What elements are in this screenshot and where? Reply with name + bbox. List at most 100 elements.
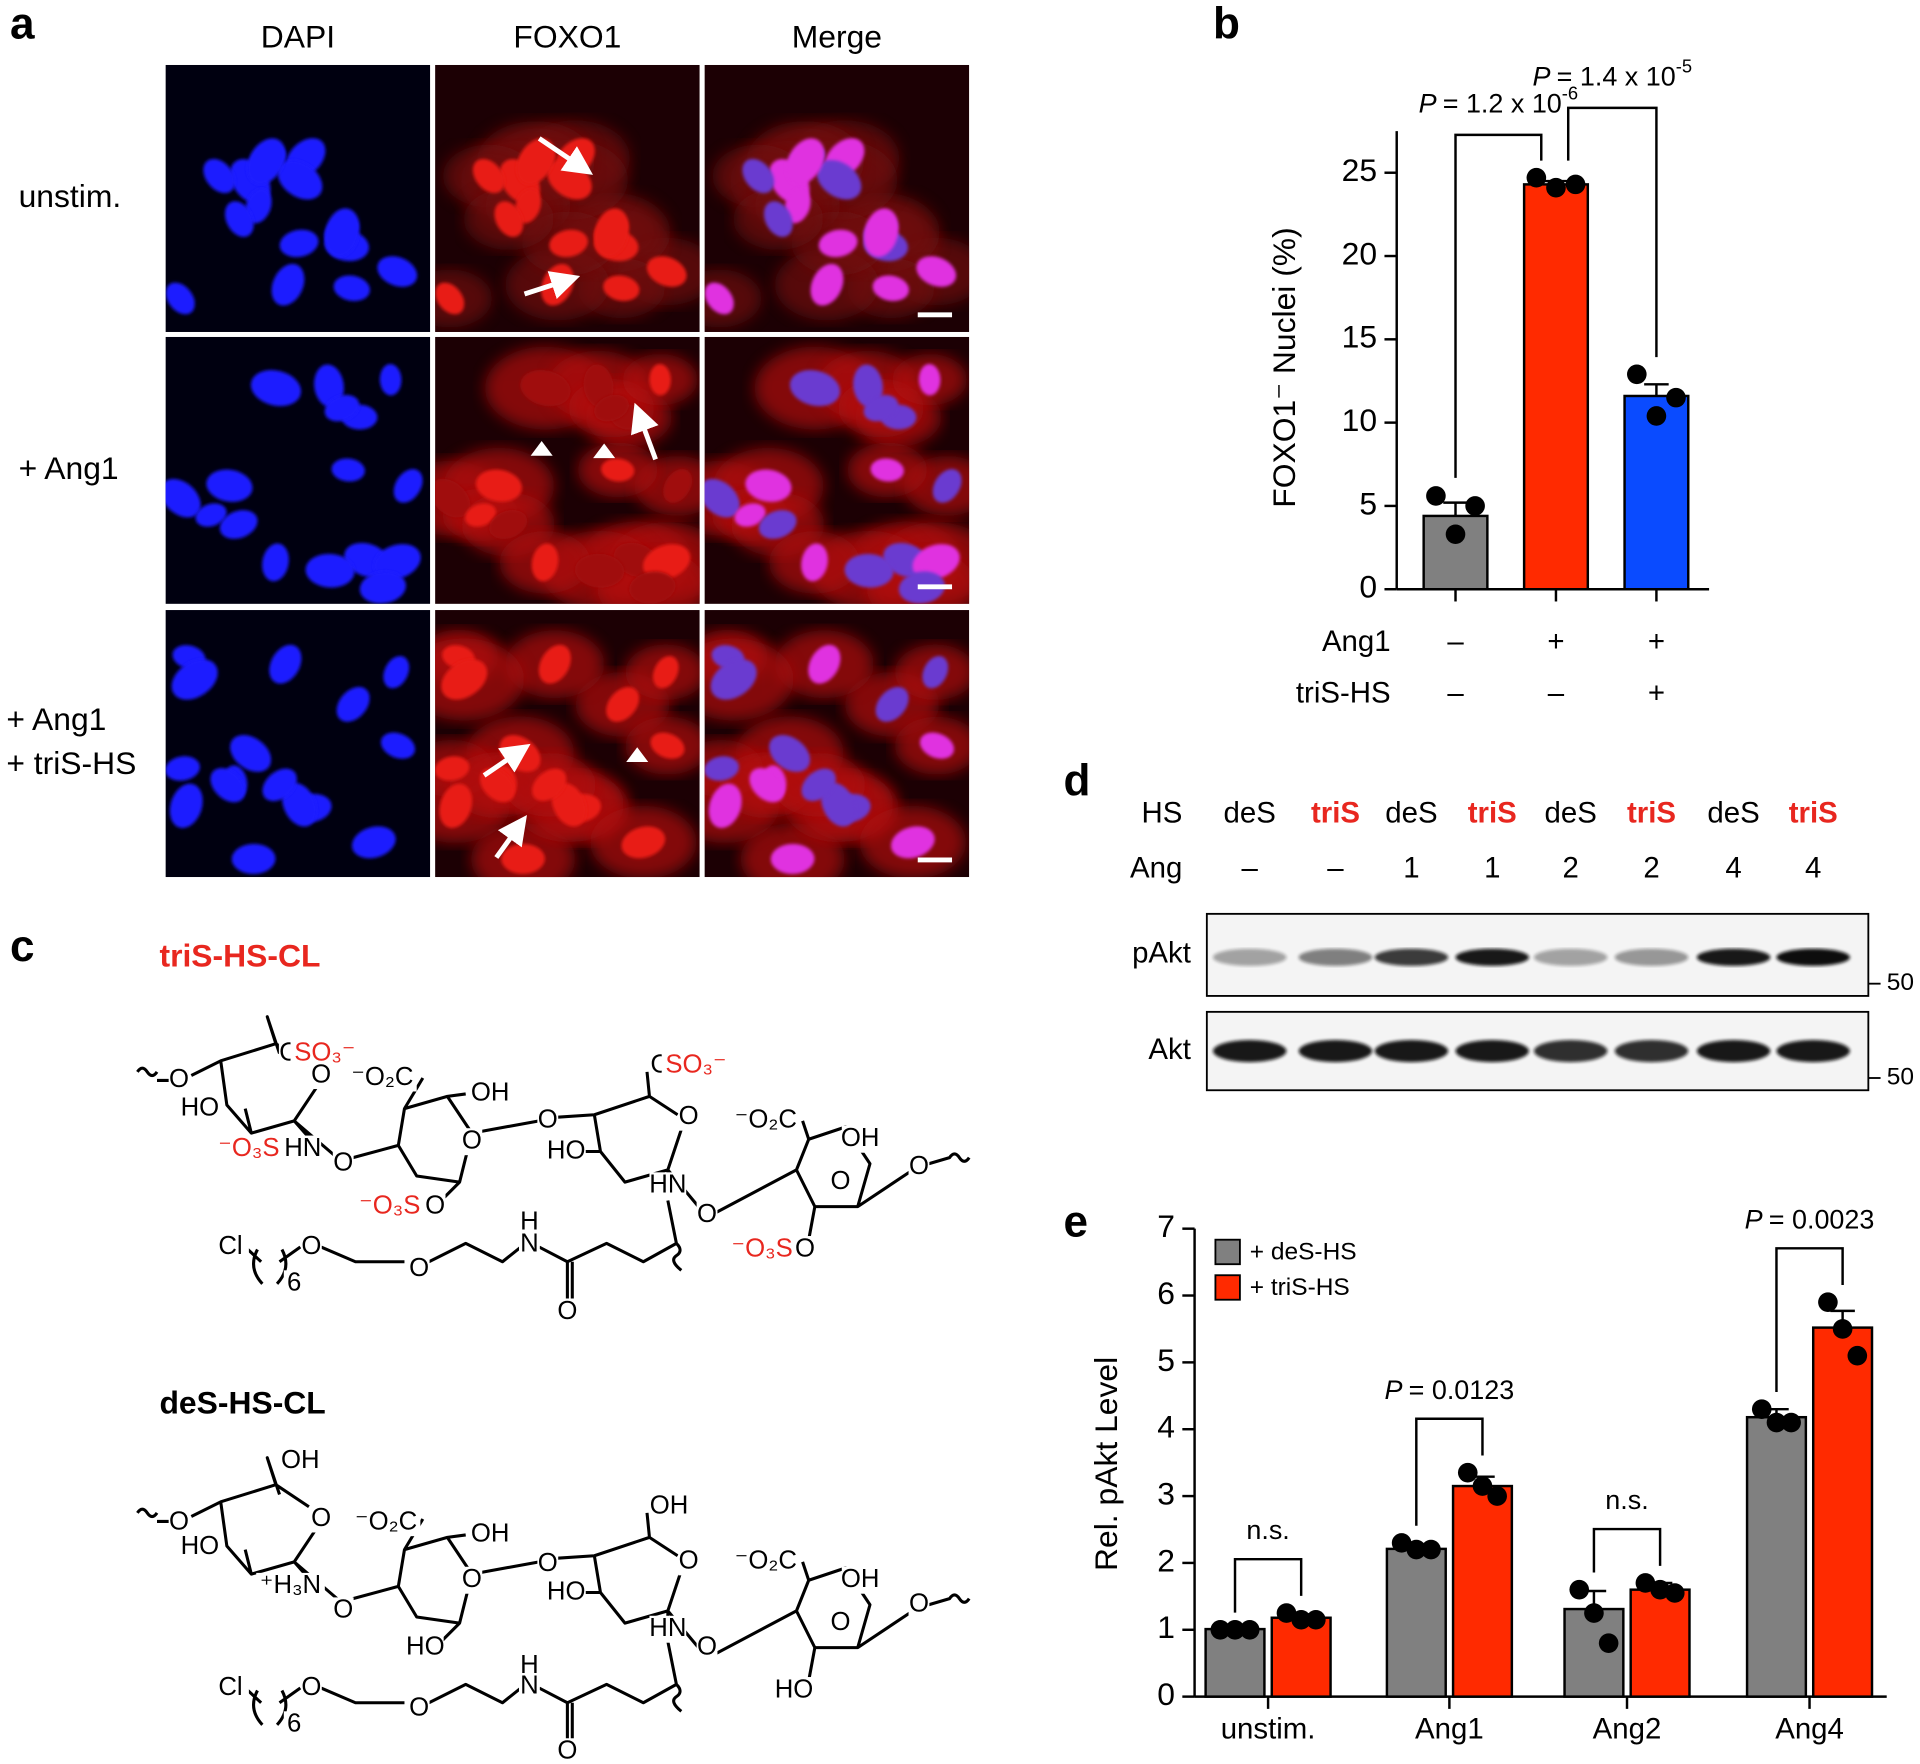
significance-bracket <box>1566 106 1658 358</box>
lane-label: 4 <box>1805 852 1821 885</box>
nucleus <box>808 644 841 684</box>
structure-name: deS-HS-CL <box>159 1384 325 1420</box>
structure-name: triS-HS-CL <box>159 937 320 973</box>
nucleus <box>475 469 522 502</box>
p-text: = 0.0023 <box>1769 1204 1875 1234</box>
lane-label: deS <box>1385 796 1437 829</box>
nucleus <box>853 364 883 408</box>
condition-value: – <box>1548 676 1565 709</box>
atom-label: O <box>697 1632 717 1660</box>
lane-label: 2 <box>1643 852 1659 885</box>
nucleus <box>932 469 962 503</box>
nucleus <box>784 188 811 224</box>
nucleus <box>169 783 203 829</box>
atom-label: OH <box>841 1565 880 1593</box>
significance-bracket <box>1454 133 1543 478</box>
bar <box>1270 1616 1332 1698</box>
structure-skeleton <box>136 1015 971 1299</box>
nucleus <box>663 469 693 503</box>
nucleus <box>704 478 740 518</box>
nucleus <box>165 282 195 315</box>
data-point <box>1832 1319 1853 1339</box>
data-point <box>1666 387 1686 408</box>
x-tick-label: Ang1 <box>1415 1713 1484 1746</box>
label-bg <box>556 1738 578 1764</box>
label-bg <box>649 1172 687 1200</box>
panel-label: d <box>1064 757 1091 806</box>
label-bg <box>519 1673 540 1701</box>
label-bg <box>408 1695 430 1723</box>
atom-label: HO <box>181 1093 220 1121</box>
data-point <box>1650 1579 1670 1600</box>
y-axis-label: Rel. pAkt Level <box>1088 1357 1124 1571</box>
label-bg <box>168 1509 190 1537</box>
nucleus <box>520 370 571 407</box>
nucleus <box>872 275 910 302</box>
arrow <box>482 743 531 778</box>
nucleus <box>195 503 227 527</box>
label-bg <box>794 1236 816 1263</box>
blot-row-label: Ang <box>1130 852 1182 885</box>
panel-label: c <box>10 922 35 971</box>
condition-name: Ang1 <box>1322 625 1391 658</box>
bar <box>1811 1326 1874 1698</box>
atom-label: ⁻O₃S <box>732 1234 793 1262</box>
data-point <box>1239 1619 1260 1640</box>
label-bg <box>181 1095 219 1123</box>
band <box>1533 1040 1608 1063</box>
nucleus <box>314 364 344 408</box>
label-bg <box>300 1674 322 1702</box>
atom-label: OH <box>841 1124 880 1152</box>
label-bg <box>841 1125 879 1153</box>
nucleus <box>890 826 935 859</box>
data-point <box>1646 406 1667 426</box>
atom-label: O <box>462 1565 482 1593</box>
nucleus <box>642 544 691 580</box>
y-tick-label: 20 <box>1342 235 1377 271</box>
data-point <box>1569 1579 1590 1600</box>
nucleus <box>224 201 254 237</box>
atom-label: HO <box>181 1532 220 1560</box>
data-point <box>1751 1399 1772 1419</box>
nucleus <box>789 370 841 407</box>
atom-label: O <box>333 1149 353 1177</box>
atom-label: ⁻O₂C <box>351 1063 413 1091</box>
atom-label: HO <box>406 1632 445 1660</box>
label-bg <box>519 1231 540 1259</box>
nucleus <box>383 656 410 689</box>
p-value: P = 0.0023 <box>1745 1204 1875 1234</box>
data-point <box>1426 486 1446 506</box>
label-bg <box>678 1103 700 1131</box>
nucleus <box>912 544 960 580</box>
label-bg <box>696 1201 718 1229</box>
band <box>1298 1040 1373 1063</box>
lane-label: triS <box>1311 796 1360 829</box>
atom-label: HN <box>284 1134 321 1162</box>
nucleus <box>359 571 406 604</box>
y-tick-label: 15 <box>1342 319 1377 355</box>
nucleus <box>494 201 524 237</box>
atom-label: SO₃⁻ <box>294 1038 355 1066</box>
data-point <box>1546 177 1566 198</box>
label-bg <box>775 1677 813 1704</box>
data-point <box>1487 1486 1507 1506</box>
nucleus <box>649 364 671 396</box>
micrograph <box>704 336 970 604</box>
atom-label: 6 <box>287 1269 301 1297</box>
label-bg <box>332 1150 354 1178</box>
atom-label: O <box>333 1596 353 1624</box>
bar <box>1204 1627 1266 1698</box>
p-text: = 0.0123 <box>1409 1375 1515 1405</box>
nucleus <box>704 756 739 781</box>
nucleus <box>583 364 614 408</box>
nucleus <box>821 782 856 827</box>
label-bg <box>310 1062 332 1090</box>
nucleus <box>439 783 473 829</box>
p-text: n.s. <box>1605 1485 1648 1515</box>
nucleus <box>165 478 201 518</box>
nucleus <box>210 767 246 803</box>
nucleus <box>704 282 734 315</box>
y-tick-label: 0 <box>1359 569 1377 605</box>
micrograph <box>704 64 970 332</box>
